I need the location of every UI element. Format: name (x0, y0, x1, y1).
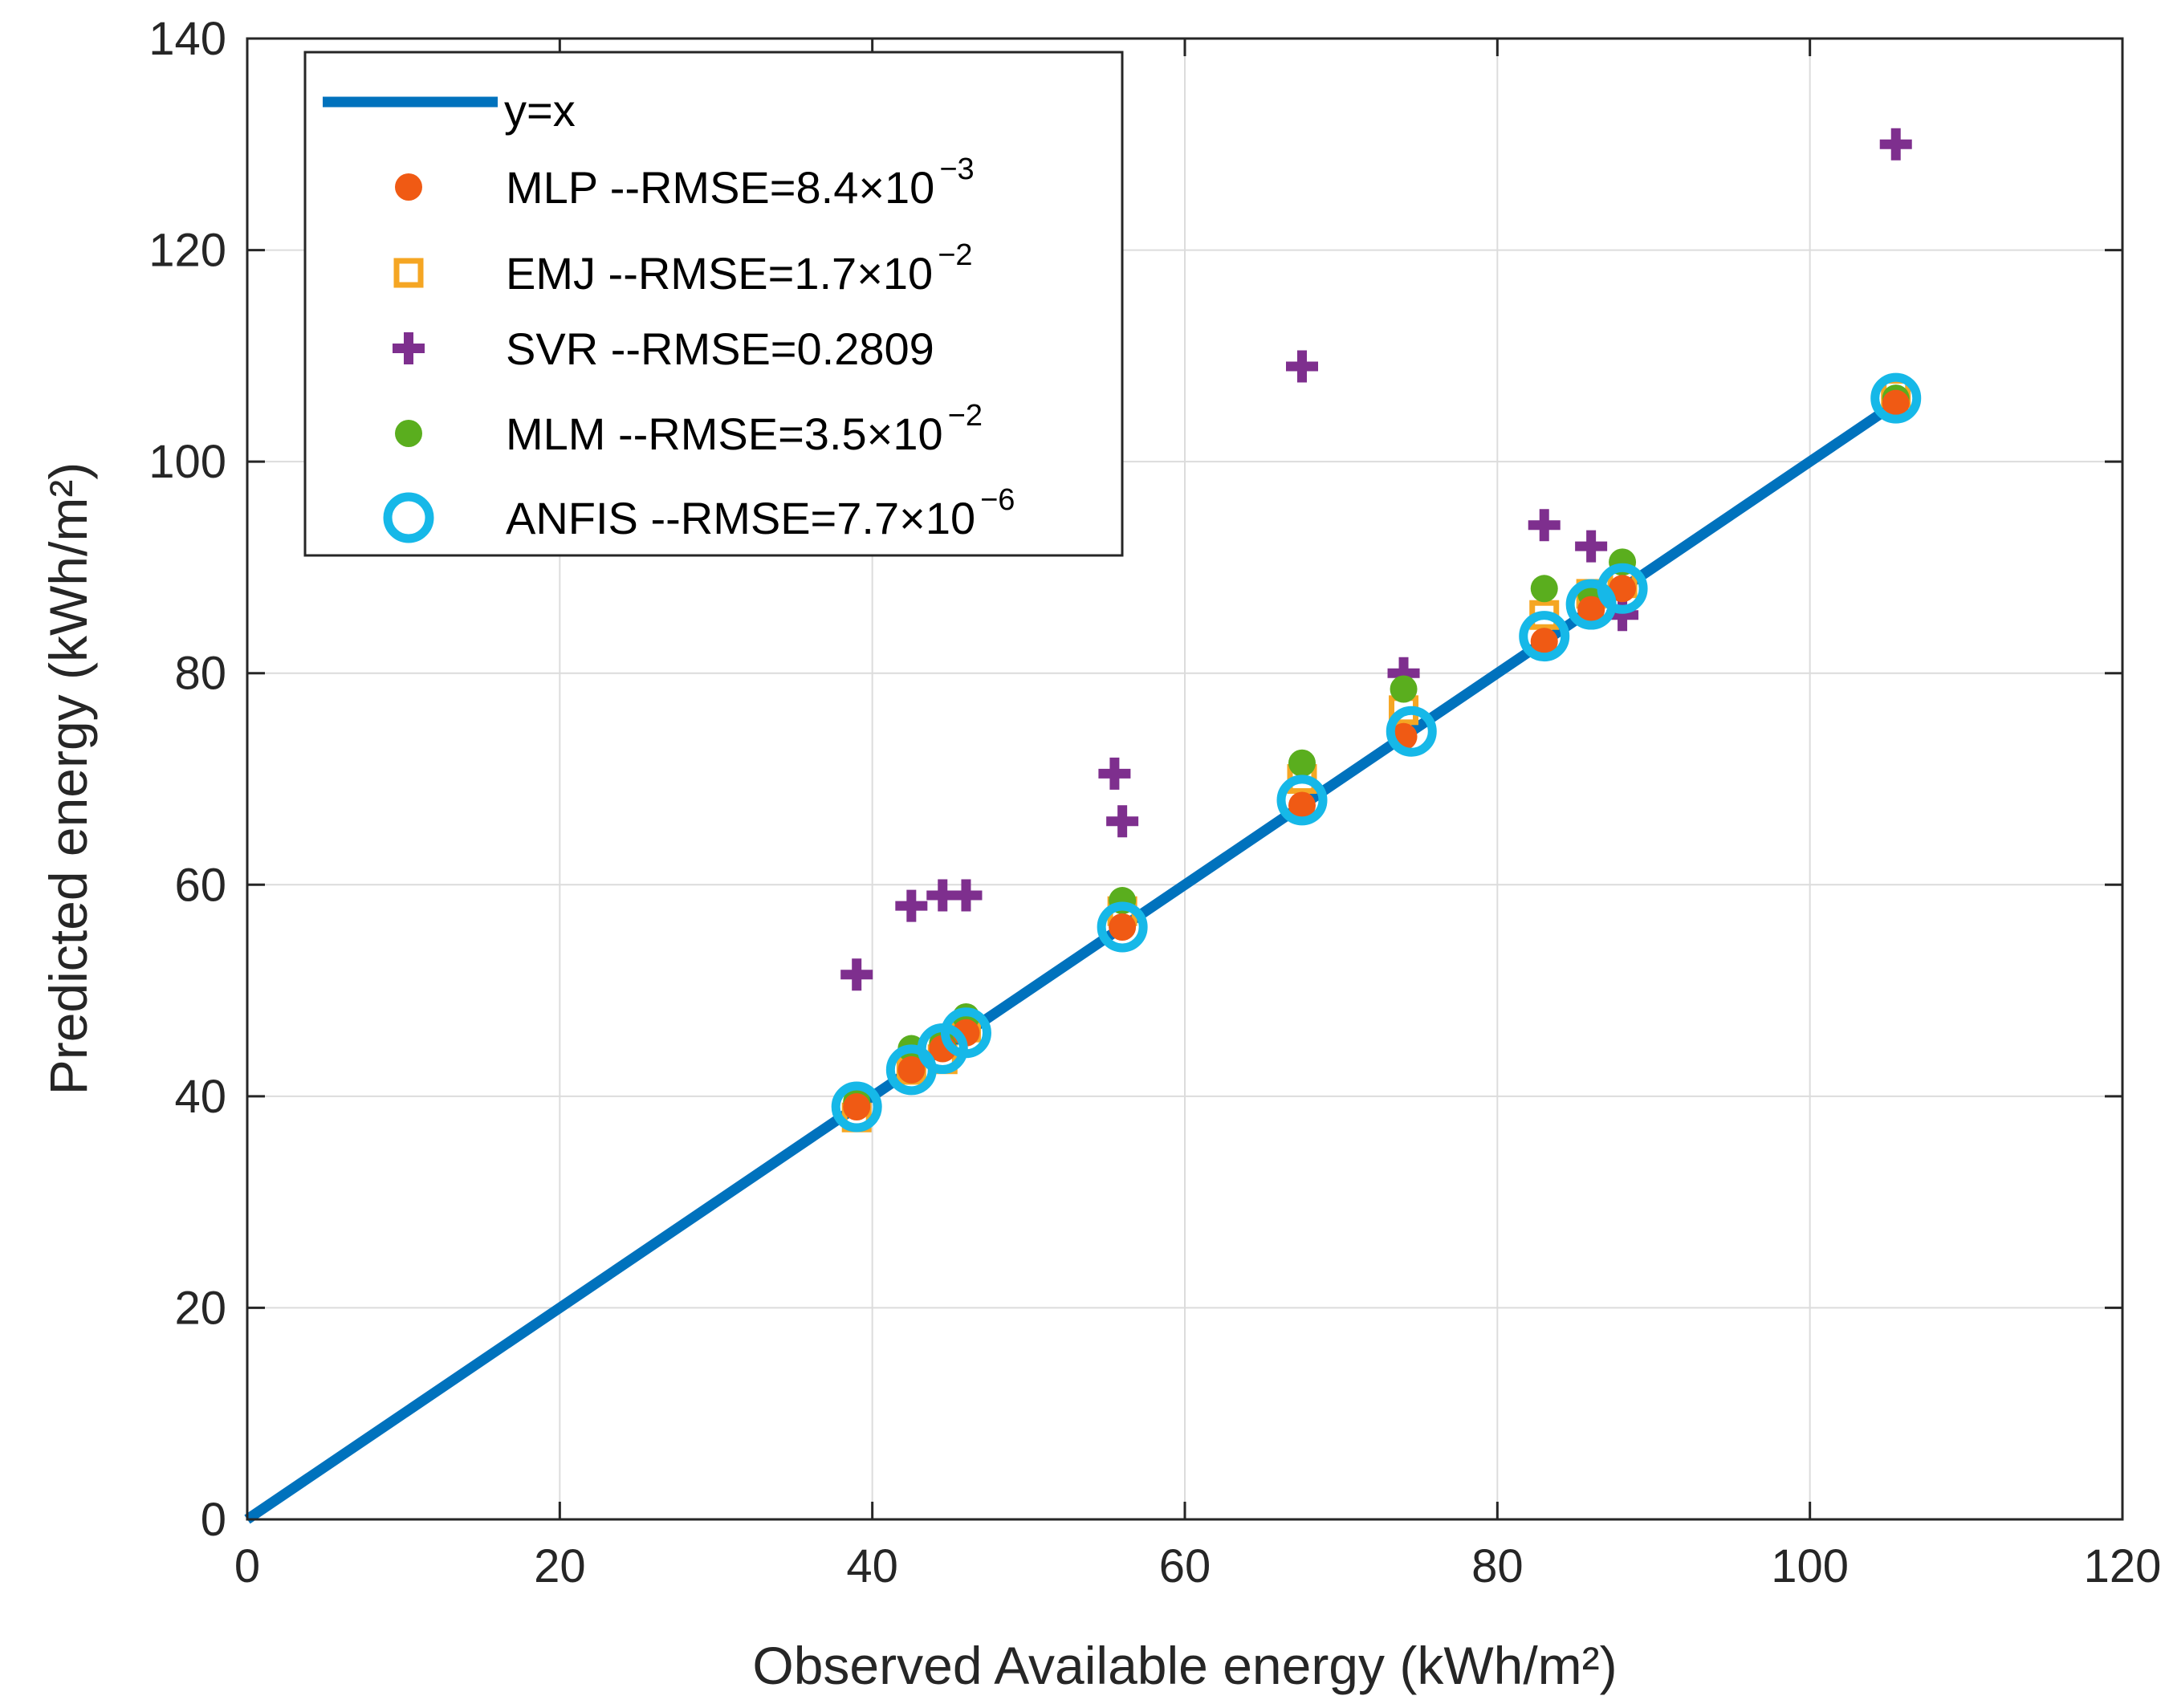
point-anfis (1597, 563, 1648, 614)
point-mlp (1109, 913, 1137, 941)
axis-ticks: 0 20 40 60 80 100 120 0 20 40 60 80 100 120 140 (149, 13, 2161, 1592)
point-svr (840, 958, 873, 991)
point-anfis (831, 1081, 882, 1133)
point-mlp (1609, 575, 1637, 603)
legend-label: MLP --RMSE=8.4×10 (506, 162, 934, 213)
point-svr (950, 879, 983, 912)
legend-label: ANFIS --RMSE=7.7×10 (506, 493, 975, 543)
point-mlp (1577, 596, 1605, 624)
series-layer (244, 128, 1922, 1524)
legend-marker-emj (393, 258, 424, 288)
legend-exponent: −2 (938, 238, 972, 272)
x-tick-label: 80 (1471, 1540, 1524, 1592)
point-anfis (1386, 706, 1437, 757)
legend-label: y=x (504, 85, 576, 136)
point-mlp (1288, 791, 1316, 819)
legend-exponent: −6 (980, 483, 1015, 517)
series-anfis (831, 372, 1922, 1133)
point-anfis (1097, 901, 1148, 953)
point-svr (1286, 350, 1318, 383)
point-mlp (1882, 389, 1910, 417)
legend-marker-mlp (395, 173, 422, 201)
x-tick-label: 100 (1771, 1540, 1849, 1592)
point-mlp (897, 1055, 926, 1084)
point-svr (1528, 509, 1561, 542)
legend-marker-mlm (395, 420, 422, 447)
legend-label: SVR --RMSE=0.2809 (506, 323, 934, 374)
y-tick-label: 140 (149, 13, 226, 65)
legend-exponent: −2 (948, 399, 983, 433)
x-tick-label: 40 (846, 1540, 898, 1592)
x-tick-label: 0 (234, 1540, 260, 1592)
legend-label: MLM --RMSE=3.5×10 (506, 409, 943, 459)
point-svr (1879, 128, 1912, 161)
point-mlp (1530, 628, 1558, 656)
point-mlm (1390, 675, 1418, 703)
point-anfis (940, 1007, 991, 1059)
point-mlm (1530, 575, 1558, 603)
legend-marker-anfis (383, 492, 434, 543)
point-svr (895, 889, 928, 922)
y-tick-label: 120 (149, 225, 226, 277)
legend-exponent: −3 (939, 152, 974, 186)
series-mlp (843, 389, 1910, 1121)
y-tick-label: 0 (201, 1494, 226, 1546)
legend-label: EMJ --RMSE=1.7×10 (506, 248, 933, 299)
point-svr (1575, 530, 1608, 563)
x-tick-label: 120 (2084, 1540, 2162, 1592)
point-anfis (1870, 372, 1922, 424)
point-mlp (843, 1093, 871, 1121)
legend-marker-svr (393, 332, 425, 364)
y-tick-label: 60 (174, 859, 226, 911)
y-tick-label: 20 (174, 1282, 226, 1334)
legend-box (303, 51, 1124, 557)
x-axis-label: Observed Available energy (kWh/m²) (752, 1636, 1617, 1695)
point-mlm (1288, 749, 1316, 777)
point-anfis (1276, 775, 1328, 826)
x-tick-label: 60 (1159, 1540, 1211, 1592)
point-svr (1106, 805, 1139, 838)
y-axis-label: Predicted energy (kWh/m²) (39, 462, 98, 1096)
y-tick-label: 40 (174, 1071, 226, 1123)
point-svr (1098, 757, 1131, 790)
series-svr (840, 128, 1912, 991)
y-tick-label: 80 (174, 648, 226, 700)
y-tick-label: 100 (149, 436, 226, 488)
point-anfis (1519, 611, 1570, 662)
x-tick-label: 20 (534, 1540, 586, 1592)
